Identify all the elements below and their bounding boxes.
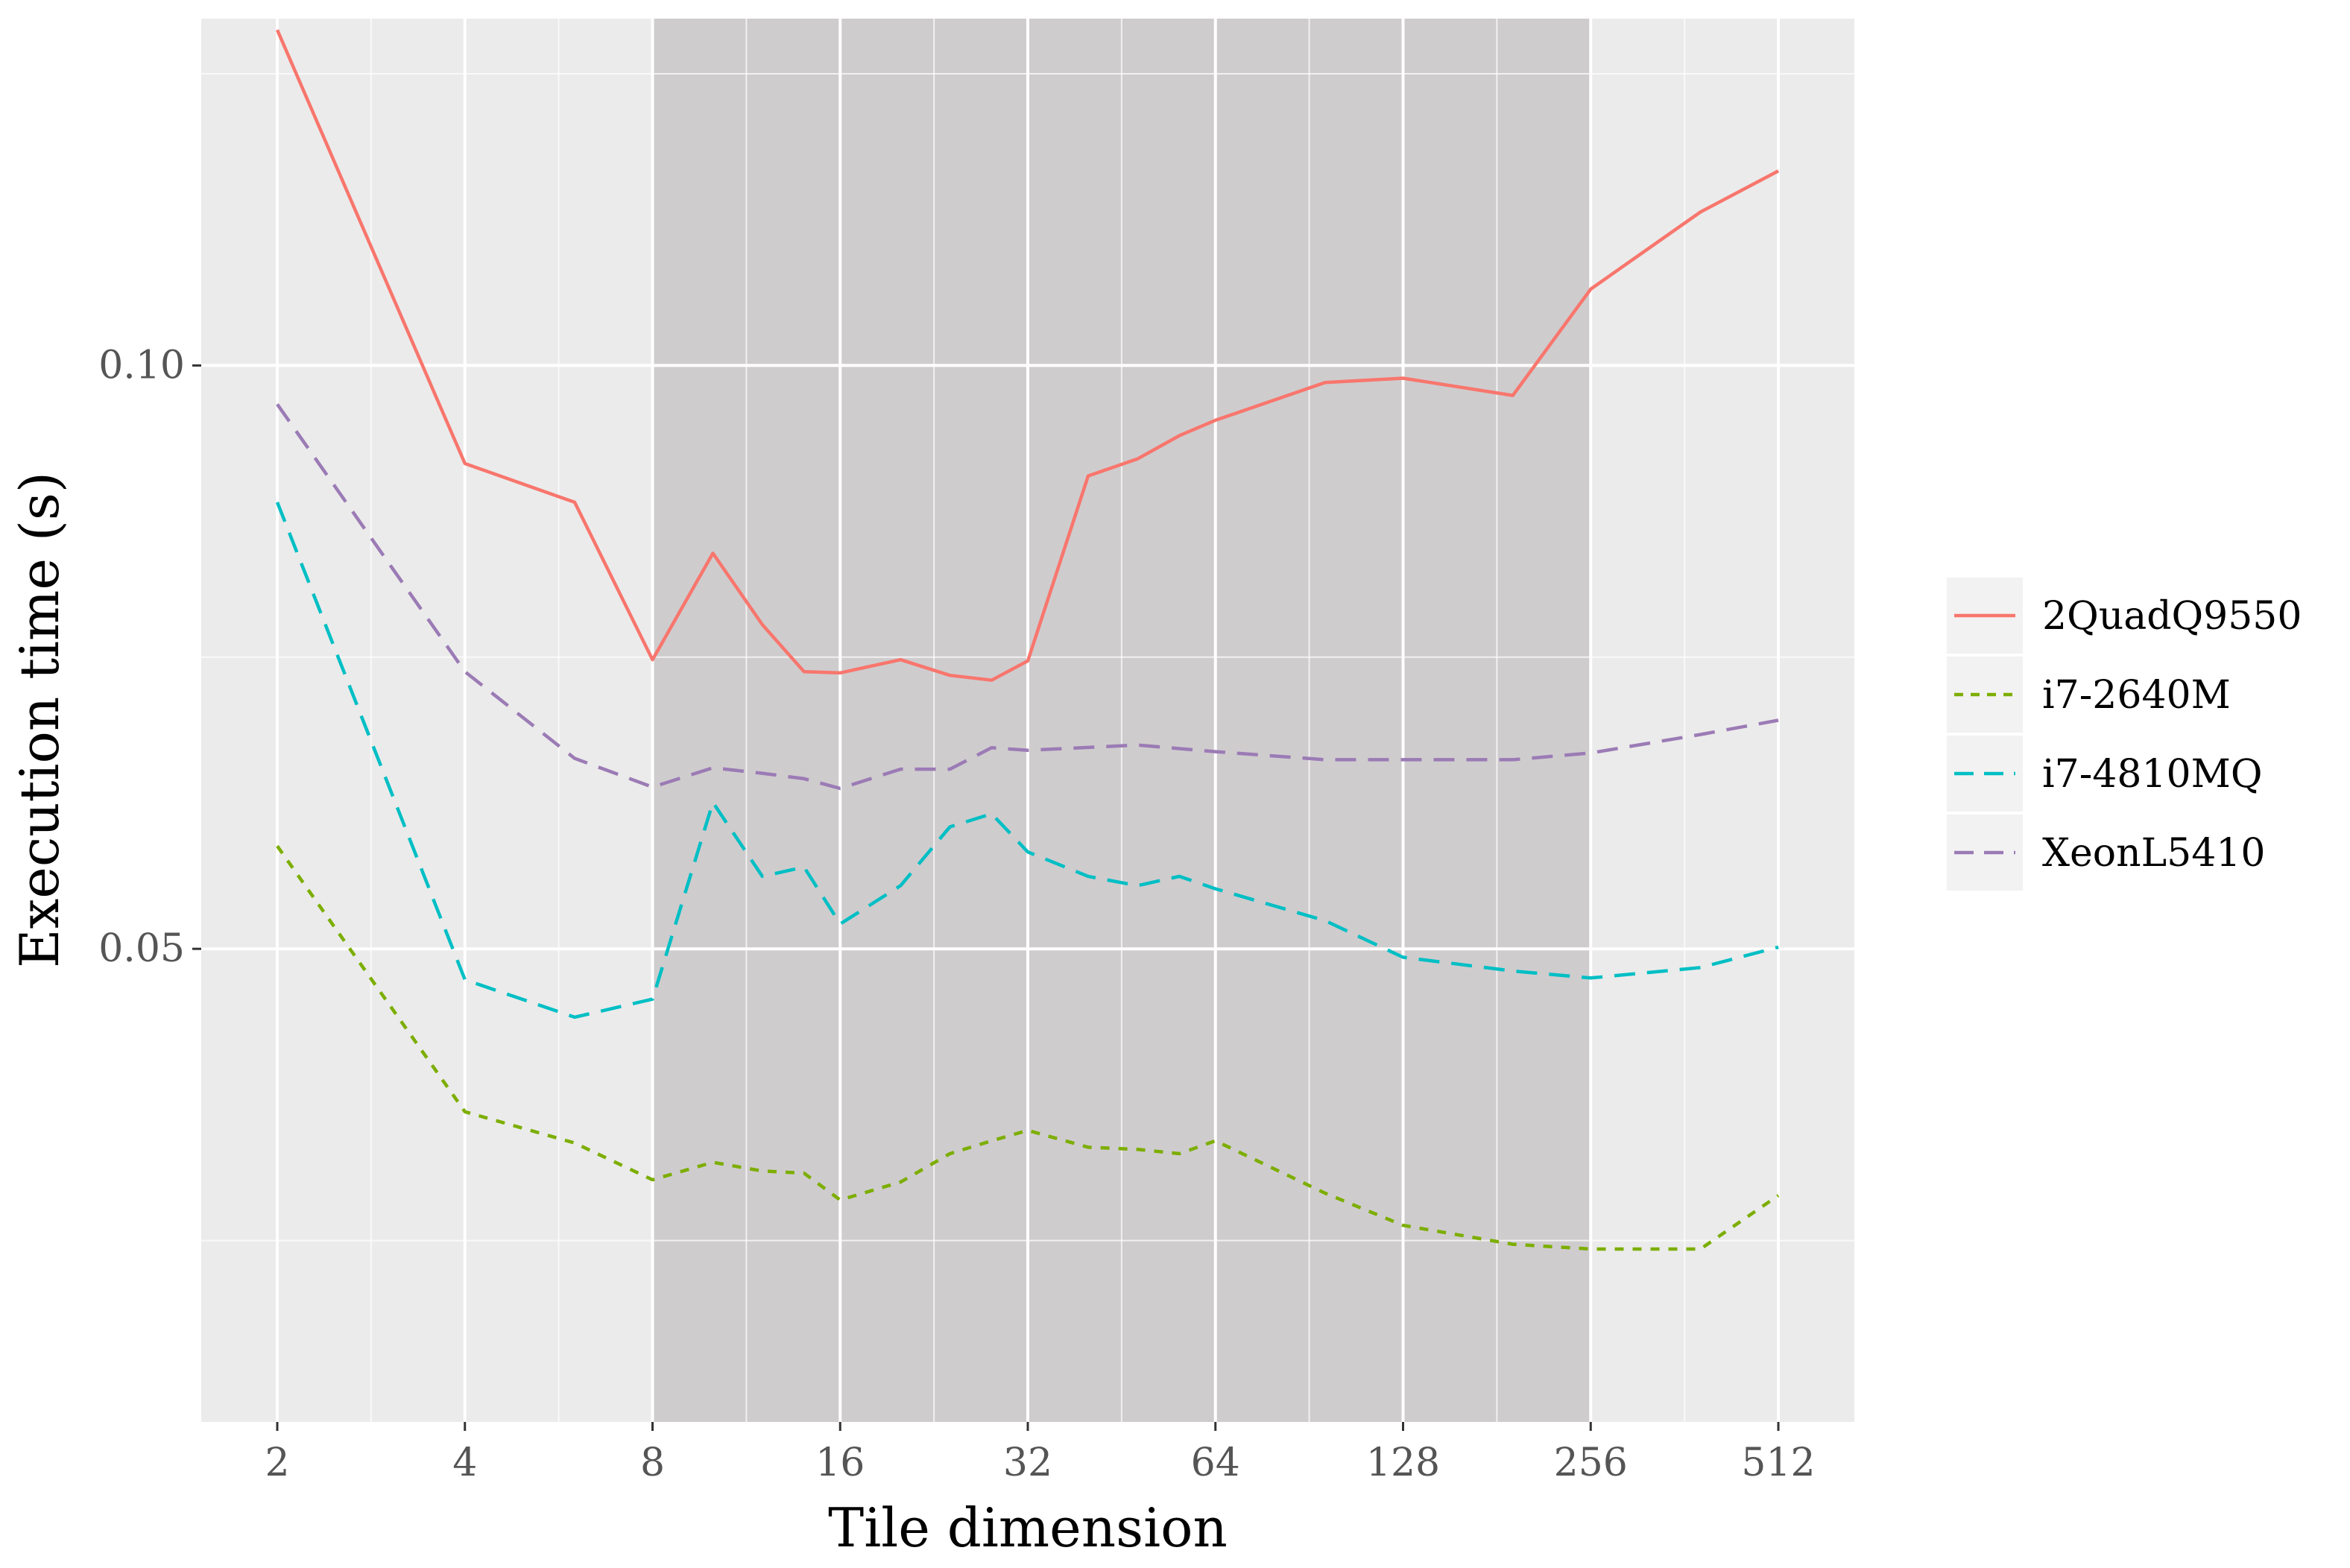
y-tick-label: 0.05 [98,926,185,971]
x-tick-label: 512 [1741,1441,1815,1485]
series-line-2quadq9550 [275,29,1780,682]
x-tick-label: 128 [1366,1441,1440,1485]
y-tick-label: 0.10 [98,343,185,388]
x-tick-label: 32 [1003,1441,1052,1485]
legend-label: 2QuadQ9550 [2042,594,2302,639]
legend-label: XeonL5410 [2042,831,2265,876]
x-tick-label: 16 [815,1441,865,1485]
series-line-xeonl5410 [276,403,1779,791]
x-tick-label: 256 [1554,1441,1628,1485]
series-line-i7-4810mq [275,502,1779,1019]
x-tick-label: 2 [265,1441,289,1485]
x-tick-label: 4 [452,1441,477,1485]
series-line-i7-2640m [276,844,1780,1251]
x-tick-label: 8 [640,1441,665,1485]
y-axis-title: Execution time (s) [8,472,71,968]
x-tick-label: 64 [1191,1441,1240,1485]
legend-label: i7-4810MQ [2042,752,2263,797]
x-axis-title: Tile dimension [828,1496,1228,1559]
legend-label: i7-2640M [2042,673,2231,718]
